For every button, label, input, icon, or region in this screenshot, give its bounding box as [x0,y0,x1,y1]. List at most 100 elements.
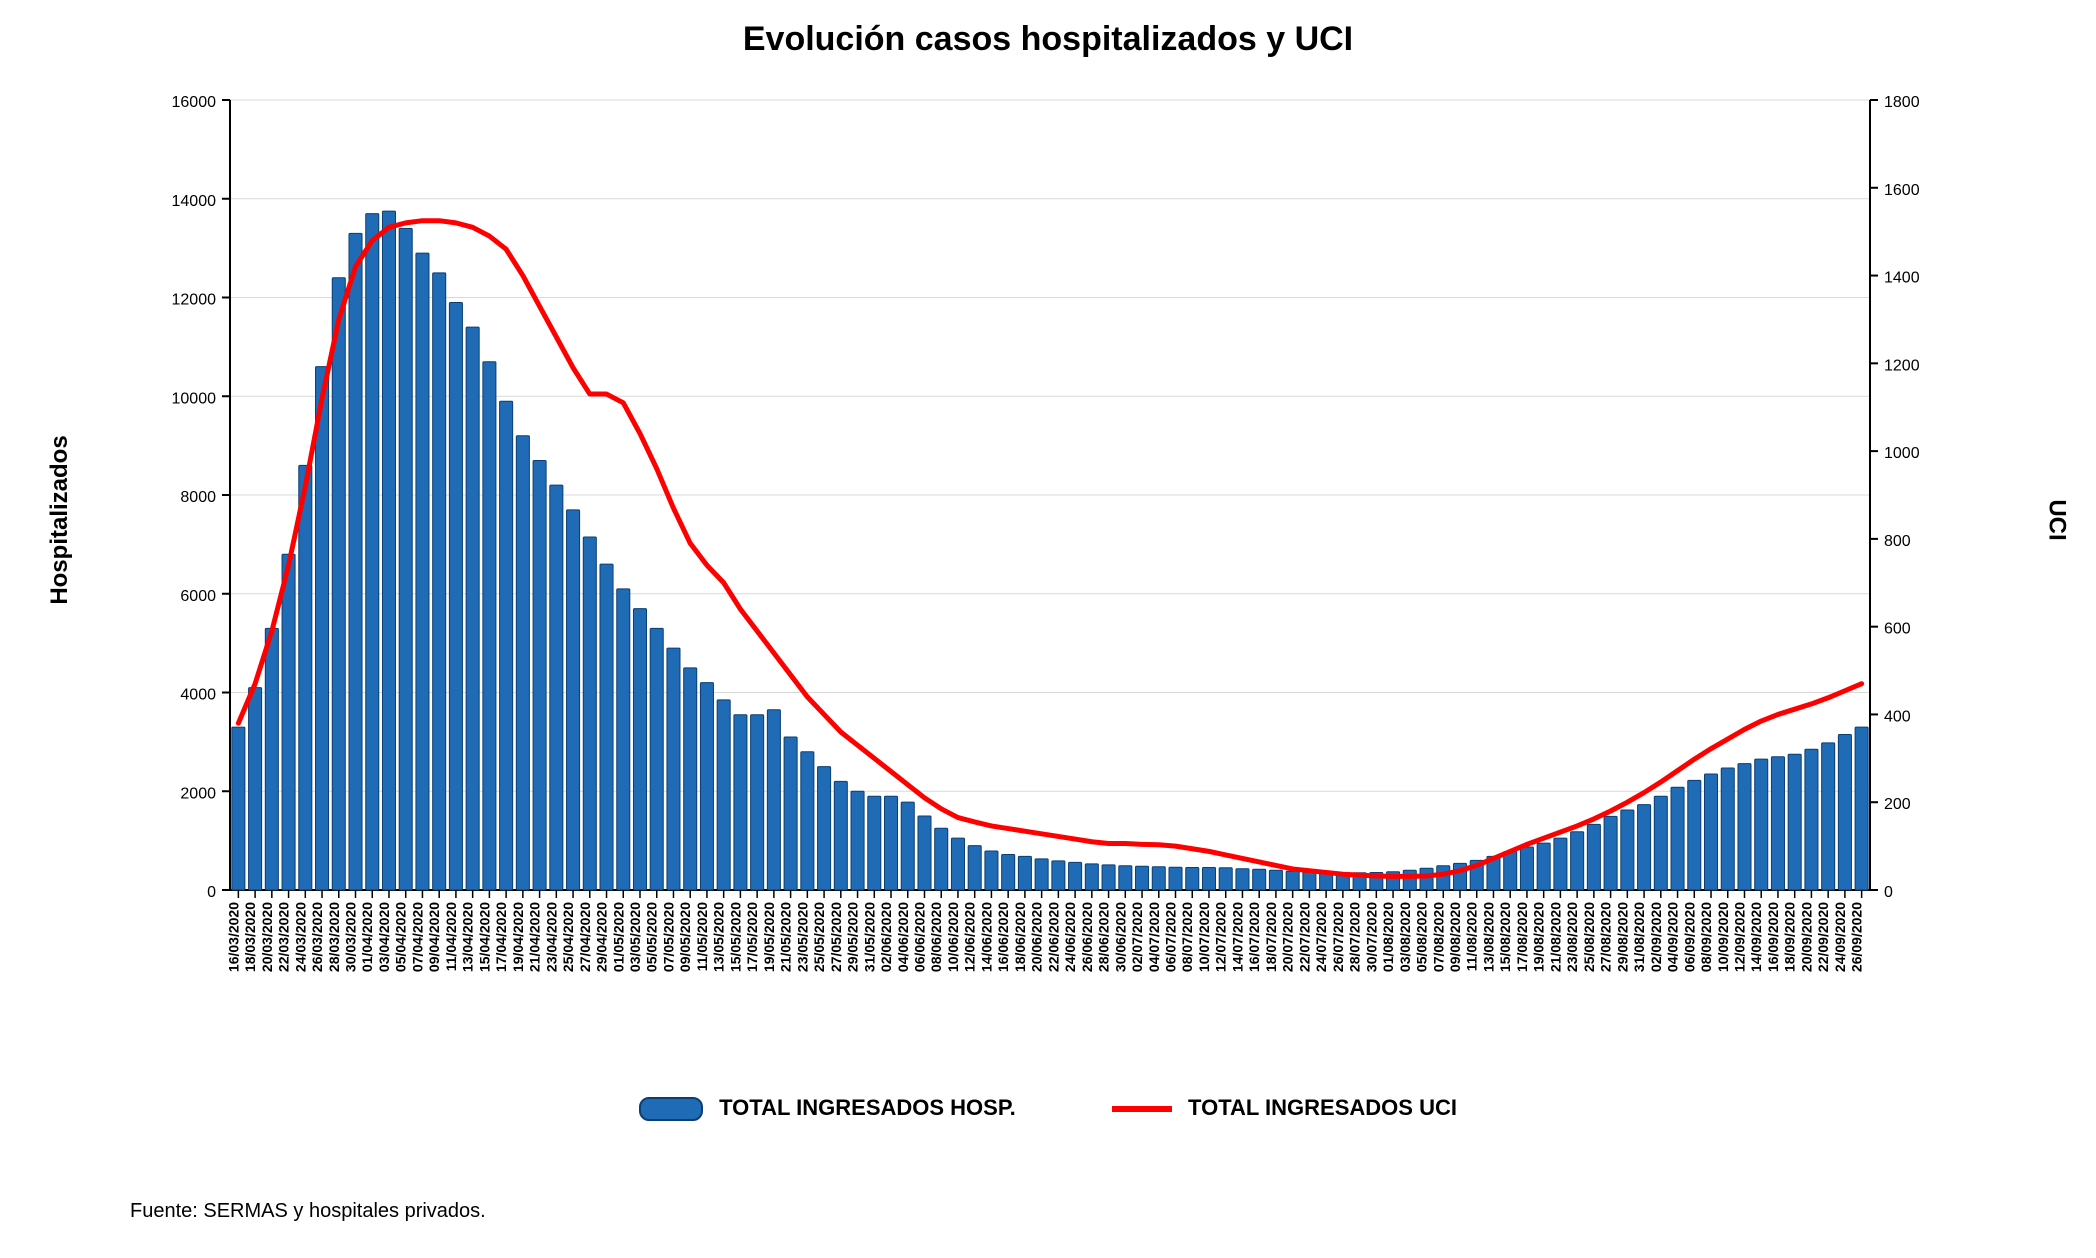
chart-page: Evolución casos hospitalizados y UCI Hos… [0,0,2096,1258]
x-category-label: 27/05/2020 [828,902,844,972]
x-category-label: 05/08/2020 [1414,902,1430,972]
hosp-bar [1721,768,1734,890]
hosp-bar [516,436,529,890]
x-category-label: 09/04/2020 [426,902,442,972]
y-left-tick-label: 16000 [172,94,217,111]
hosp-bar [617,589,630,890]
hosp-bar [449,302,462,890]
x-category-label: 16/06/2020 [995,902,1011,972]
hosp-bar [550,485,563,890]
x-category-label: 27/08/2020 [1598,902,1614,972]
x-category-label: 14/09/2020 [1748,902,1764,972]
x-category-label: 26/07/2020 [1330,902,1346,972]
hosp-bar [1219,868,1232,890]
x-category-label: 28/06/2020 [1096,902,1112,972]
hosp-bar [1236,869,1249,890]
hosp-bar [1838,734,1851,890]
y-left-tick-label: 4000 [180,687,216,704]
x-category-label: 22/06/2020 [1045,902,1061,972]
hosp-bar [249,688,262,890]
hosp-bar [500,401,513,890]
x-category-label: 12/06/2020 [962,902,978,972]
hosp-bar [901,802,914,890]
x-category-label: 28/03/2020 [326,902,342,972]
hosp-bar [1102,865,1115,890]
hosp-bar [717,700,730,890]
hosp-bar [299,465,312,890]
hosp-bar [751,715,764,890]
hosp-bar [416,253,429,890]
legend: TOTAL INGRESADOS HOSP. TOTAL INGRESADOS … [0,1095,2096,1121]
x-category-label: 16/09/2020 [1765,902,1781,972]
x-category-label: 05/04/2020 [393,902,409,972]
x-category-label: 07/08/2020 [1430,902,1446,972]
hosp-bar [232,727,245,890]
x-category-label: 29/08/2020 [1614,902,1630,972]
x-category-label: 30/07/2020 [1363,902,1379,972]
x-category-label: 24/06/2020 [1062,902,1078,972]
x-category-label: 28/07/2020 [1347,902,1363,972]
x-category-label: 08/07/2020 [1179,902,1195,972]
legend-bar-label: TOTAL INGRESADOS HOSP. [719,1095,1016,1120]
x-category-label: 04/07/2020 [1146,902,1162,972]
hosp-bar [332,278,345,890]
hosp-bar [951,838,964,890]
hosp-bar [667,648,680,890]
hosp-bar [918,816,931,890]
y-left-tick-label: 0 [207,884,216,901]
y-left-tick-label: 12000 [172,292,217,309]
source-note: Fuente: SERMAS y hospitales privados. [130,1200,486,1223]
x-category-label: 01/05/2020 [610,902,626,972]
hosp-bar [633,609,646,890]
hosp-bar [1788,754,1801,890]
x-category-label: 02/09/2020 [1648,902,1664,972]
x-category-label: 07/05/2020 [660,902,676,972]
hosp-bar [1554,838,1567,890]
hosp-bar [1169,867,1182,890]
x-category-label: 22/07/2020 [1296,902,1312,972]
x-category-label: 05/05/2020 [644,902,660,972]
hosp-bar [433,273,446,890]
hosp-bar [1253,869,1266,890]
hosp-bar [483,362,496,890]
x-category-label: 20/06/2020 [1029,902,1045,972]
hosp-bar [1822,743,1835,890]
legend-line-label: TOTAL INGRESADOS UCI [1188,1095,1457,1120]
x-category-label: 12/09/2020 [1731,902,1747,972]
uci-line [238,221,1861,877]
x-category-label: 13/05/2020 [711,902,727,972]
y-right-tick-label: 1600 [1884,182,1920,199]
legend-line-swatch [1112,1106,1172,1112]
y-left-tick-label: 6000 [180,588,216,605]
hosp-bar [734,715,747,890]
y-right-tick-label: 600 [1884,621,1911,638]
x-category-label: 14/06/2020 [978,902,994,972]
x-category-label: 20/09/2020 [1798,902,1814,972]
x-category-label: 11/04/2020 [443,902,459,972]
x-category-label: 30/06/2020 [1112,902,1128,972]
hosp-bar [985,851,998,890]
x-category-label: 27/04/2020 [577,902,593,972]
x-category-label: 08/06/2020 [928,902,944,972]
chart-title: Evolución casos hospitalizados y UCI [0,0,2096,59]
x-category-label: 17/08/2020 [1514,902,1530,972]
hosp-bar [851,791,864,890]
y-right-tick-label: 1000 [1884,445,1920,462]
x-category-label: 29/04/2020 [594,902,610,972]
x-category-label: 06/06/2020 [911,902,927,972]
hosp-bar [1755,759,1768,890]
hosp-bar [834,781,847,890]
x-category-label: 21/08/2020 [1547,902,1563,972]
hosp-bar [1504,851,1517,890]
x-category-label: 25/04/2020 [560,902,576,972]
hosp-bar [1654,796,1667,890]
y-left-tick-label: 8000 [180,489,216,506]
y-axis-left-label: Hospitalizados [46,435,74,604]
hosp-bar [1002,854,1015,890]
x-category-label: 10/07/2020 [1196,902,1212,972]
hosp-bar [1085,864,1098,890]
x-category-label: 13/04/2020 [460,902,476,972]
chart-area: 0200040006000800010000120001400016000020… [120,80,1980,1040]
x-category-label: 10/09/2020 [1715,902,1731,972]
hosp-bar [1286,871,1299,890]
